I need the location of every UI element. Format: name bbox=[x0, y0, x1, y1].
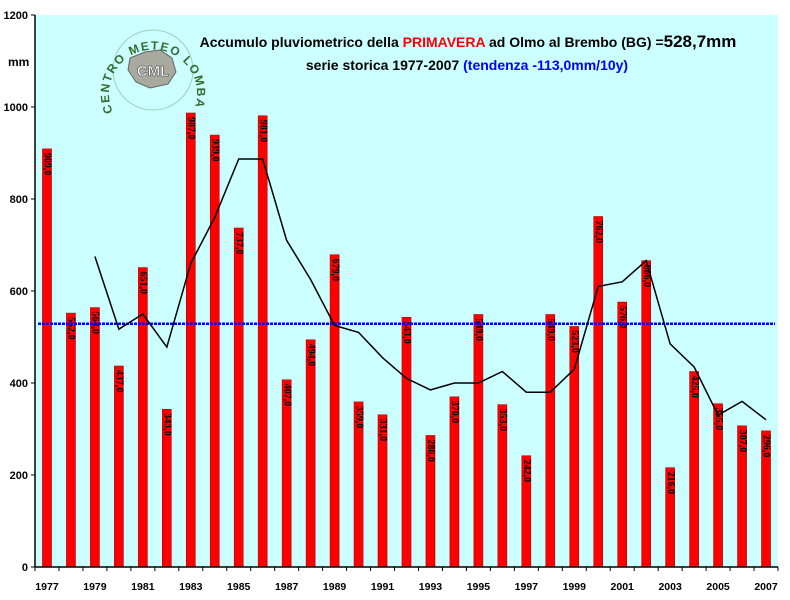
bar-data-label: 242,0 bbox=[521, 460, 532, 483]
bar-data-label: 523,0 bbox=[569, 330, 580, 353]
x-tick-label: 2005 bbox=[706, 581, 730, 593]
bar-data-label: 939,0 bbox=[209, 139, 220, 162]
y-tick-label: 1000 bbox=[4, 102, 28, 114]
title-prefix: Accumulo pluviometrico della bbox=[200, 34, 403, 50]
logo-abbr: CML bbox=[137, 63, 170, 80]
subtitle-trend: (tendenza -113,0mm/10y) bbox=[463, 57, 628, 73]
bar-data-label: 216,0 bbox=[665, 472, 676, 495]
title-middle: ad Olmo al Brembo (BG) = bbox=[485, 34, 664, 50]
y-tick-label: 600 bbox=[10, 286, 28, 298]
x-tick-label: 1983 bbox=[179, 581, 203, 593]
bar-data-label: 981,0 bbox=[257, 120, 268, 142]
y-tick-label: 0 bbox=[22, 562, 28, 574]
x-tick-label: 1987 bbox=[275, 581, 299, 593]
bar bbox=[66, 312, 76, 568]
bar-data-label: 549,0 bbox=[473, 318, 484, 341]
x-tick-label: 2001 bbox=[611, 581, 635, 593]
bar-data-label: 370,0 bbox=[449, 401, 460, 424]
bar-data-label: 286,0 bbox=[425, 439, 436, 462]
x-tick-label: 1979 bbox=[83, 581, 107, 593]
bar bbox=[617, 301, 628, 568]
bar-data-label: 355,0 bbox=[713, 408, 724, 431]
chart-title: Accumulo pluviometrico della PRIMAVERA a… bbox=[200, 32, 737, 51]
bar bbox=[138, 267, 148, 568]
bar bbox=[42, 148, 52, 568]
bar bbox=[545, 314, 556, 568]
bar-data-label: 576,0 bbox=[617, 306, 628, 329]
bar-data-label: 425,0 bbox=[689, 376, 700, 399]
bar-data-label: 679,0 bbox=[329, 259, 340, 282]
bar-data-label: 651,0 bbox=[138, 272, 149, 295]
bar bbox=[593, 216, 604, 568]
x-tick-label: 1977 bbox=[35, 581, 59, 593]
title-mean: 528,7mm bbox=[664, 32, 737, 51]
x-tick-label: 1993 bbox=[419, 581, 443, 593]
bar bbox=[281, 379, 292, 568]
bar bbox=[329, 254, 340, 568]
chart-subtitle: serie storica 1977-2007 (tendenza -113,0… bbox=[306, 57, 628, 73]
bar bbox=[114, 365, 124, 568]
y-tick-label: 1200 bbox=[4, 10, 28, 22]
subtitle-series: serie storica 1977-2007 bbox=[306, 57, 463, 73]
y-ticks-group: 0 200 400 600 800 1000 1200 bbox=[4, 10, 35, 574]
x-tick-label: 1989 bbox=[323, 581, 347, 593]
bar bbox=[257, 115, 268, 568]
x-tick-label: 1991 bbox=[371, 581, 395, 593]
y-tick-label: 200 bbox=[10, 470, 28, 482]
bar-data-label: 307,0 bbox=[737, 430, 748, 453]
moving-average-line bbox=[94, 158, 767, 421]
bar-data-label: 762,0 bbox=[593, 220, 604, 243]
bar-data-label: 549,0 bbox=[545, 318, 556, 341]
bar-data-label: 552,0 bbox=[66, 317, 77, 340]
x-ticks-group: 1977 1979 1981 1983 1985 1987 1989 1991 1993 1995… bbox=[34, 567, 779, 593]
bar-data-label: 407,0 bbox=[281, 384, 292, 407]
bar-data-label: 331,0 bbox=[377, 419, 388, 442]
y-axis-label: mm bbox=[8, 55, 29, 69]
x-tick-label: 1985 bbox=[227, 581, 251, 593]
bar bbox=[401, 316, 412, 568]
x-tick-label: 1997 bbox=[515, 581, 539, 593]
bar bbox=[473, 314, 484, 568]
bar bbox=[569, 326, 580, 568]
bar bbox=[90, 307, 100, 568]
x-tick-label: 2003 bbox=[658, 581, 682, 593]
bar bbox=[209, 134, 220, 568]
bar bbox=[689, 371, 699, 568]
bar bbox=[233, 227, 244, 568]
bar-data-label: 359,0 bbox=[353, 406, 364, 429]
y-tick-label: 800 bbox=[10, 194, 28, 206]
y-tick-label: 400 bbox=[10, 378, 28, 390]
bar-data-label: 543,0 bbox=[401, 321, 412, 344]
bar-data-label: 494,0 bbox=[305, 344, 316, 367]
x-tick-label: 1981 bbox=[131, 581, 155, 593]
bar-data-label: 737,0 bbox=[233, 232, 244, 255]
lombardy-shape-icon bbox=[127, 49, 177, 89]
x-tick-label: 1999 bbox=[563, 581, 587, 593]
bar-data-label: 437,0 bbox=[114, 370, 125, 393]
bar-labels-group: 909,0552,0564,0437,0651,0343,0987,0939,0… bbox=[42, 117, 772, 494]
bar-data-label: 343,0 bbox=[162, 413, 173, 436]
bar-data-label: 987,0 bbox=[185, 117, 196, 140]
x-tick-label: 1995 bbox=[467, 581, 491, 593]
bar bbox=[305, 339, 316, 568]
bar-data-label: 296,0 bbox=[761, 435, 772, 458]
x-tick-label: 2007 bbox=[754, 581, 778, 593]
title-season: PRIMAVERA bbox=[403, 34, 486, 50]
bar-data-label: 353,0 bbox=[497, 409, 508, 432]
bar-data-label: 909,0 bbox=[42, 153, 53, 176]
bar bbox=[641, 260, 651, 568]
bar bbox=[185, 112, 196, 568]
bar-data-label: 666,0 bbox=[641, 265, 652, 288]
